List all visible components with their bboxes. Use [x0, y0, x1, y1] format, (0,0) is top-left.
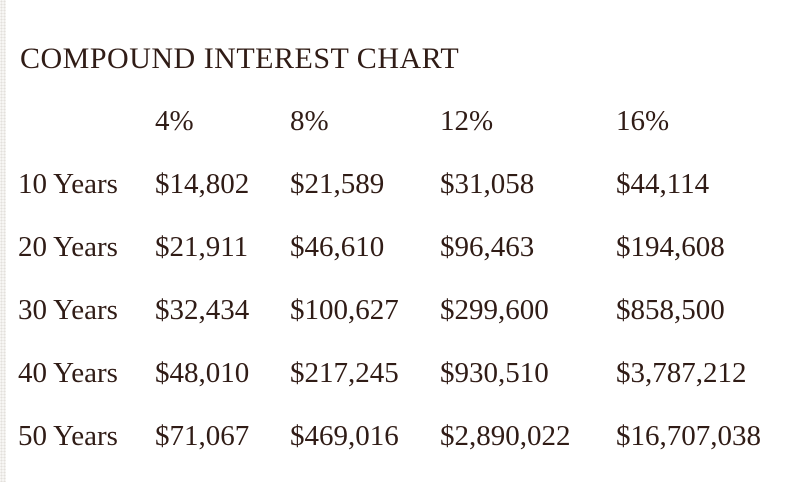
row-label-20-years: 20 Years	[18, 231, 118, 263]
compound-interest-page: COMPOUND INTEREST CHART 4% 8% 12% 16% 10…	[18, 27, 806, 468]
table-cell-30y-8pct: $100,627	[290, 294, 399, 326]
table-cell-40y-12pct: $930,510	[440, 357, 549, 389]
table-cell-10y-4pct: $14,802	[155, 168, 250, 200]
row-label-50-years: 50 Years	[18, 420, 118, 452]
table-cell-50y-16pct: $16,707,038	[616, 420, 761, 452]
row-label-40-years: 40 Years	[18, 357, 118, 389]
page-left-edge-texture	[0, 0, 6, 482]
table-cell-30y-4pct: $32,434	[155, 294, 250, 326]
compound-interest-table: 4% 8% 12% 16% 10 Years $14,802 $21,589 $…	[18, 90, 806, 468]
table-cell-10y-8pct: $21,589	[290, 168, 385, 200]
column-header-8pct: 8%	[290, 105, 329, 137]
table-cell-40y-4pct: $48,010	[155, 357, 250, 389]
table-cell-10y-12pct: $31,058	[440, 168, 535, 200]
table-cell-40y-16pct: $3,787,212	[616, 357, 747, 389]
table-cell-30y-16pct: $858,500	[616, 294, 725, 326]
table-cell-40y-8pct: $217,245	[290, 357, 399, 389]
title-row: COMPOUND INTEREST CHART	[18, 27, 806, 90]
table-cell-20y-16pct: $194,608	[616, 231, 725, 263]
column-header-16pct: 16%	[616, 105, 670, 137]
table-cell-20y-12pct: $96,463	[440, 231, 535, 263]
table-cell-30y-12pct: $299,600	[440, 294, 549, 326]
table-cell-10y-16pct: $44,114	[616, 168, 710, 200]
table-cell-20y-4pct: $21,911	[155, 231, 249, 263]
column-header-12pct: 12%	[440, 105, 494, 137]
page-title: COMPOUND INTEREST CHART	[20, 41, 460, 75]
table-cell-50y-8pct: $469,016	[290, 420, 399, 452]
table-cell-50y-4pct: $71,067	[155, 420, 250, 452]
column-header-4pct: 4%	[155, 105, 194, 137]
row-label-10-years: 10 Years	[18, 168, 118, 200]
table-cell-20y-8pct: $46,610	[290, 231, 385, 263]
table-cell-50y-12pct: $2,890,022	[440, 420, 571, 452]
row-label-30-years: 30 Years	[18, 294, 118, 326]
